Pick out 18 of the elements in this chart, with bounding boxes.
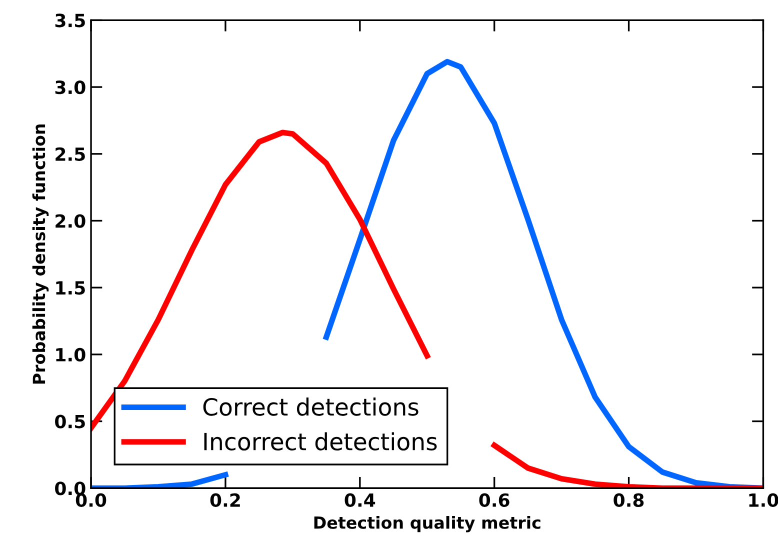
y-tick-label: 1.0 <box>56 348 86 362</box>
x-tick-label: 0.8 <box>614 493 644 507</box>
x-tick-label: 0.6 <box>479 493 510 507</box>
x-tick-label: 0.0 <box>76 493 106 507</box>
y-tick-label: 3.5 <box>55 14 85 28</box>
y-axis-title: Probability density function <box>32 124 49 384</box>
y-tick-label: 2.5 <box>56 147 85 162</box>
x-tick-label: 0.4 <box>344 493 376 507</box>
x-tick-label: 0.2 <box>210 493 240 507</box>
y-tick-label: 0.0 <box>55 482 86 496</box>
legend-label: Incorrect detections <box>204 432 437 450</box>
x-axis-title: Detection quality metric <box>314 516 540 532</box>
y-tick-label: 1.5 <box>56 281 85 295</box>
x-tick-label: 1.0 <box>749 493 778 507</box>
legend-label: Correct detections <box>203 398 418 416</box>
y-tick-label: 3.0 <box>55 80 86 94</box>
y-tick-label: 2.0 <box>56 214 86 228</box>
y-tick-label: 0.5 <box>55 414 85 428</box>
